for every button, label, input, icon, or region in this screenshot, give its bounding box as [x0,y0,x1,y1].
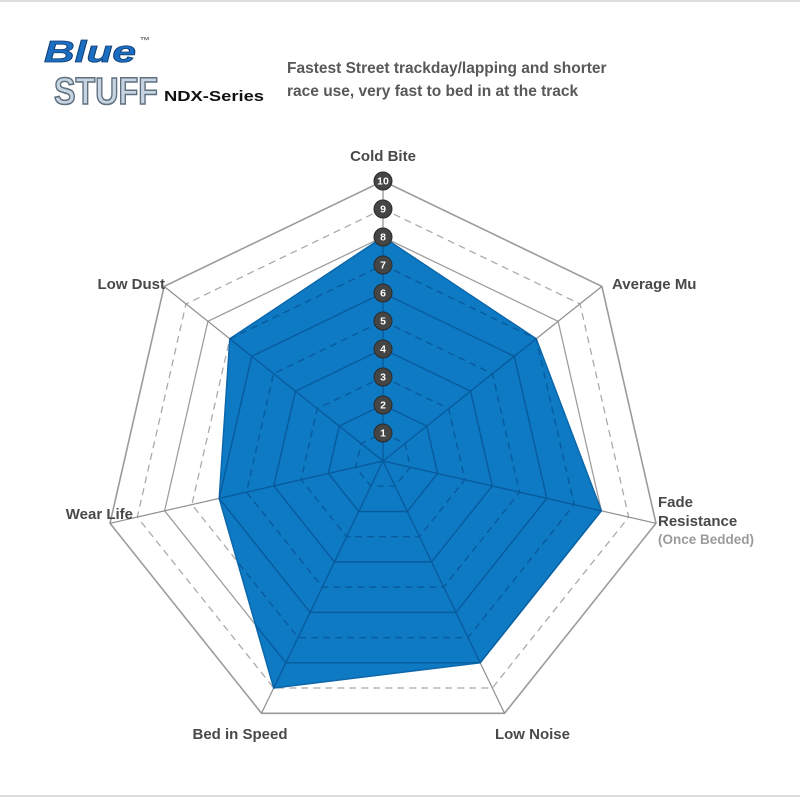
bluestuff-logo: Blue ™ STUFF NDX-Series [44,34,264,114]
scale-badge-number: 10 [377,176,389,188]
scale-badge-number: 4 [380,344,386,356]
radar-grid-ring [327,404,439,513]
scale-badge-number: 9 [380,204,386,216]
scale-badge-number: 6 [380,288,386,300]
logo-trademark: ™ [140,36,150,47]
scale-badge-circle [373,423,393,443]
scale-badge-number: 5 [380,316,386,328]
headline-line-1: Fastest Street trackday/lapping and shor… [287,60,607,77]
radar-axis-spoke [219,460,384,524]
axis-label-bed-in-speed: Bed in Speed [192,726,288,743]
scale-badge-circle [373,199,393,219]
scale-badge-circle [373,171,393,191]
logo-word-stuff: STUFF [54,71,158,113]
headline-line-2: race use, very fast to bed in at the tra… [287,83,579,101]
scale-badge-number: 1 [380,428,386,440]
headline: Fastest Street trackday/lapping and shor… [287,57,717,104]
axis-label-fade-resistance: Fade Resistance (Once Bedded) [658,494,758,548]
axis-label-fade-note: (Once Bedded) [658,531,755,547]
radar-grid-ring [219,264,575,639]
logo-word-blue: Blue [44,34,136,69]
scale-badge-circle [373,227,393,247]
scale-badge-circle [373,283,393,303]
radar-grid-ring [354,432,412,487]
scale-badge-number: 8 [380,232,386,244]
radar-grid-ring [245,320,521,588]
scale-badge-circle [373,395,393,415]
radar-grid-ring [219,292,548,614]
axis-label-average-mu: Average Mu [612,276,697,293]
radar-grid-ring [109,180,657,715]
radar-grid-ring [300,376,466,538]
radar-axis-spoke [219,285,384,462]
radar-series-polygon [218,236,603,689]
axis-label-cold-bite: Cold Bite [350,148,416,165]
axis-label-fade-text: Fade Resistance [658,494,738,530]
radar-grid-ring [136,208,630,689]
scale-badge-circle [373,367,393,387]
axis-label-low-dust: Low Dust [97,276,166,293]
radar-scale: 1 2 3 4 5 6 7 8 9 10 [373,171,393,443]
scale-badge-number: 2 [380,400,386,412]
logo-series-name: NDX-Series [164,88,264,105]
scale-badge-circle [373,311,393,331]
scale-badge-circle [373,339,393,359]
radar-grid-ring [273,348,493,563]
scale-badge-circle [373,255,393,275]
axis-label-wear-life: Wear Life [65,506,133,523]
page-bottom-edge [0,795,800,797]
radar-axis-spoke [260,460,384,688]
scale-badge-number: 3 [380,372,386,384]
radar-axis-spoke [382,460,602,524]
axis-label-low-noise: Low Noise [494,726,570,743]
page-top-edge [0,0,800,2]
scale-badge-number: 7 [380,260,386,272]
